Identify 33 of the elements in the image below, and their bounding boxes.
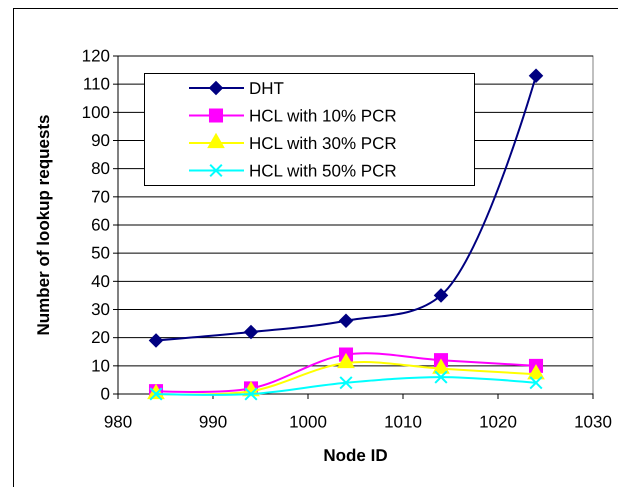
x-tick-label: 1010	[384, 412, 422, 432]
y-tick-label: 20	[91, 328, 110, 348]
y-tick-label: 60	[91, 215, 110, 234]
y-tick-label: 50	[91, 244, 110, 263]
y-tick-label: 90	[91, 130, 110, 150]
y-tick-label: 100	[82, 102, 110, 122]
point	[434, 370, 448, 384]
point	[528, 68, 544, 83]
point	[434, 288, 448, 302]
legend-label: HCL with 30% PCR	[249, 134, 397, 153]
point	[339, 376, 353, 390]
legend-label: DHT	[249, 79, 284, 98]
legend-label: HCL with 50% PCR	[249, 162, 397, 180]
y-tick-label: 110	[82, 74, 110, 94]
y-tick-label: 120	[82, 46, 110, 66]
y-tick-label: 0	[100, 384, 110, 404]
y-tick-label: 80	[91, 159, 110, 178]
x-tick-label: 980	[104, 412, 132, 432]
x-tick-label: 1020	[479, 412, 517, 432]
point	[148, 333, 164, 348]
point	[244, 324, 258, 340]
y-tick-label: 30	[91, 300, 110, 319]
x-tick-label: 1000	[289, 412, 327, 432]
y-axis-title: Number of lookup requests	[34, 114, 53, 336]
point	[529, 376, 543, 390]
point	[338, 314, 354, 328]
x-tick-label: 1030	[574, 412, 612, 432]
y-tick-label: 70	[91, 187, 110, 206]
y-tick-label: 40	[91, 272, 110, 291]
legend-label: HCL with 10% PCR	[249, 106, 397, 126]
y-tick-label: 10	[91, 356, 110, 376]
x-axis-title: Node ID	[323, 446, 388, 465]
x-tick-label: 990	[198, 412, 228, 432]
